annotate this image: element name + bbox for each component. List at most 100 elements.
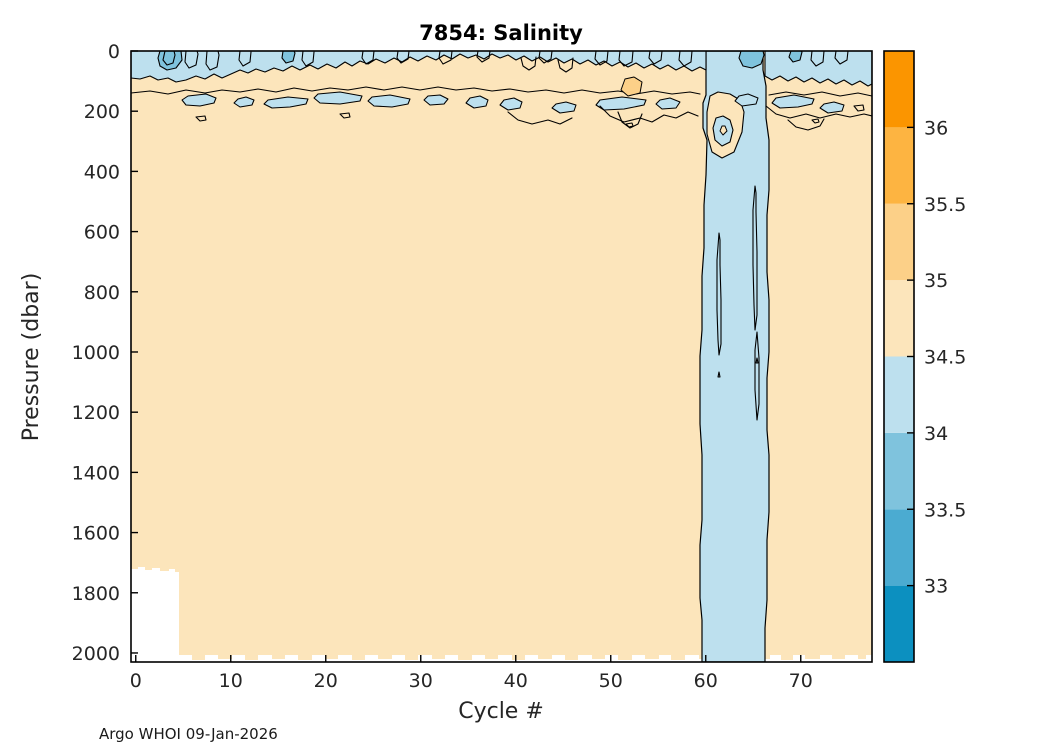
fresh-blob-8 xyxy=(499,97,523,111)
fresh-blob-10 xyxy=(595,96,647,111)
surface-fresh-left xyxy=(131,51,707,83)
contour-thread-1 xyxy=(131,86,701,95)
contour-inner-arc-5 xyxy=(301,51,315,67)
colorbar-band-32.5-33 xyxy=(884,585,914,662)
colorbar-band-33.5-34 xyxy=(884,432,914,510)
fresh-blob-5 xyxy=(367,94,411,108)
fresh-blob-4 xyxy=(313,91,363,105)
x-tick-label: 20 xyxy=(314,670,338,692)
contour-inner-arc-3 xyxy=(205,51,220,71)
field-band-34p5-35 xyxy=(131,51,872,660)
contour-thread-14 xyxy=(520,56,537,71)
x-axis-ticks: 0 10 20 30 40 50 60 70 xyxy=(130,655,813,692)
page-title: 7854: Salinity xyxy=(419,21,583,45)
contour-thread-4 xyxy=(617,111,643,129)
fresh-blob-1 xyxy=(181,93,217,107)
contour-sliver-right xyxy=(752,185,758,331)
colorbar-tick-label: 34 xyxy=(924,423,948,445)
contour-thread-12 xyxy=(853,104,865,112)
salty-inclusion xyxy=(620,76,643,97)
contour-inner-arc-10 xyxy=(538,51,553,64)
contour-inner-arc-12 xyxy=(618,51,634,67)
surface-core-early-2 xyxy=(281,51,296,64)
x-tick-label: 70 xyxy=(789,670,813,692)
fresh-blob-3 xyxy=(263,96,309,109)
contour-thread-2 xyxy=(768,91,872,97)
colorbar-tick-label: 33 xyxy=(924,576,948,598)
x-axis-title: Cycle # xyxy=(458,699,544,724)
contour-thread-11 xyxy=(811,118,820,124)
fresh-blob-14 xyxy=(734,93,759,107)
surface-fresh-layer-group xyxy=(131,51,872,131)
y-tick-label: 1600 xyxy=(72,523,120,545)
y-axis-title: Pressure (dbar) xyxy=(19,273,44,442)
colorbar-tick-label: 35 xyxy=(924,270,948,292)
y-tick-label: 200 xyxy=(84,101,120,123)
contour-thread-3 xyxy=(599,105,699,123)
fresh-blob-9 xyxy=(551,101,577,114)
contour-thread-10 xyxy=(625,122,634,128)
contour-thread-8 xyxy=(195,115,207,122)
colorbar-band-35-35.5 xyxy=(884,203,914,281)
colorbar: 33 33.5 34 34.5 35 35.5 36 xyxy=(883,50,966,663)
y-tick-label: 0 xyxy=(108,41,120,63)
y-axis-ticks: 0 200 400 600 800 1000 1200 1400 1600 1800 2000 xyxy=(72,41,138,665)
colorbar-band-34.5-35 xyxy=(884,280,914,357)
contour-dot-b xyxy=(755,357,759,364)
colorbar-ticks: 33 33.5 34 34.5 35 35.5 36 xyxy=(907,117,966,598)
contour-thread-13 xyxy=(557,57,574,73)
y-tick-label: 1800 xyxy=(72,583,120,605)
contour-thread-9 xyxy=(339,112,351,119)
fresh-blob-13 xyxy=(819,101,845,114)
contour-inner-arc-6 xyxy=(361,51,375,65)
contour-sliver-right-lower xyxy=(754,331,760,421)
plot-border xyxy=(130,50,873,663)
y-tick-label: 1000 xyxy=(72,342,120,364)
y-tick-label: 2000 xyxy=(72,643,120,665)
contour-inner-arc-15 xyxy=(810,51,825,67)
contour-inner-arc-7 xyxy=(396,51,410,64)
contour-inner-arc-2 xyxy=(184,51,199,69)
contour-dot-a xyxy=(717,371,721,378)
contour-sliver-left xyxy=(716,232,722,356)
y-tick-label: 600 xyxy=(84,222,120,244)
contour-thread-6 xyxy=(765,105,872,119)
colorbar-band-34-34.5 xyxy=(884,356,914,433)
field-intrusion-head-core xyxy=(719,125,728,136)
colorbar-band-35.5-36 xyxy=(884,127,914,204)
colorbar-band-33-33.5 xyxy=(884,509,914,586)
contour-inner-arc-11 xyxy=(594,51,609,66)
x-tick-label: 50 xyxy=(599,670,623,692)
x-tick-label: 60 xyxy=(694,670,718,692)
colorbar-bands xyxy=(884,51,914,662)
contour-inner-arc-1 xyxy=(162,51,176,66)
contour-inner-arc-14 xyxy=(678,51,693,67)
y-tick-label: 1200 xyxy=(72,402,120,424)
fresh-blob-12 xyxy=(771,94,815,109)
axes-frame xyxy=(130,50,873,663)
y-tick-label: 400 xyxy=(84,161,120,183)
contour-inner-arc-13 xyxy=(648,51,663,65)
contour-inner-arc-8 xyxy=(438,51,453,65)
x-tick-label: 30 xyxy=(409,670,433,692)
y-tick-label: 1400 xyxy=(72,462,120,484)
x-tick-label: 40 xyxy=(504,670,528,692)
fresh-blob-7 xyxy=(465,95,489,109)
x-tick-label: 0 xyxy=(130,670,142,692)
contour-thread-5 xyxy=(507,111,573,125)
x-tick-label: 10 xyxy=(219,670,243,692)
field-deep-fresh-intrusion xyxy=(699,51,770,662)
contour-plot-area xyxy=(131,51,872,662)
colorbar-tick-label: 35.5 xyxy=(924,194,966,216)
contour-inner-arc-16 xyxy=(834,51,849,65)
figure-caption: Argo WHOI 09-Jan-2026 xyxy=(99,725,278,743)
colorbar-tick-label: 36 xyxy=(924,117,948,139)
fresh-blob-2 xyxy=(233,96,255,108)
colorbar-band-36-36.5 xyxy=(884,51,914,128)
y-tick-label: 800 xyxy=(84,282,120,304)
fresh-blob-6 xyxy=(423,94,449,106)
contour-thread-7 xyxy=(787,118,825,131)
contour-inner-arc-4 xyxy=(238,51,252,67)
colorbar-tick-label: 33.5 xyxy=(924,499,966,521)
